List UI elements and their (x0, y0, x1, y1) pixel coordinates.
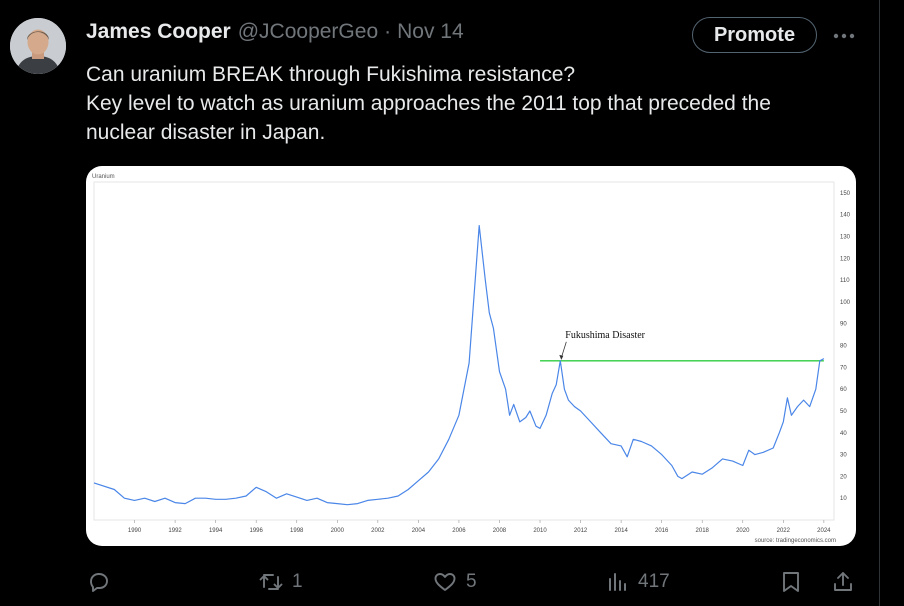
promote-button[interactable]: Promote (692, 17, 817, 53)
author-name[interactable]: James Cooper (86, 20, 231, 43)
x-tick-label: 2012 (574, 528, 588, 534)
y-tick-label: 30 (840, 453, 847, 459)
share-icon[interactable] (831, 570, 855, 594)
tweet-header: James Cooper @JCooperGeo · Nov 14 (86, 20, 464, 46)
chart-image[interactable]: Uranium 10 20 30 40 50 60 70 80 90 100 110 120 130 140… (86, 166, 856, 546)
annotation-arrow (560, 341, 567, 358)
y-tick-label: 10 (840, 496, 847, 502)
x-tick-label: 2010 (533, 528, 547, 534)
uranium-price-line (93, 224, 825, 506)
y-tick-label: 110 (840, 278, 850, 284)
y-tick-label: 60 (840, 387, 847, 393)
x-tick-label: 2018 (696, 528, 710, 534)
like-count: 5 (466, 571, 477, 592)
heart-icon[interactable] (432, 570, 458, 594)
x-tick-label: 2024 (817, 528, 831, 534)
retweet-icon[interactable] (258, 570, 284, 594)
x-tick-label: 1994 (209, 528, 223, 534)
y-tick-label: 20 (840, 474, 847, 480)
views-button[interactable]: 417 (606, 568, 670, 596)
chart-title: Uranium (92, 174, 115, 180)
bookmark-button[interactable] (779, 568, 803, 596)
more-options-icon[interactable] (832, 24, 856, 48)
tweet-text: Can uranium BREAK through Fukishima resi… (86, 60, 866, 147)
retweet-count: 1 (292, 571, 303, 592)
y-tick-label: 120 (840, 256, 851, 262)
tweet-date[interactable]: Nov 14 (397, 20, 464, 43)
y-tick-label: 90 (840, 322, 847, 328)
x-tick-label: 1990 (128, 528, 142, 534)
y-tick-label: 40 (840, 431, 847, 437)
share-button[interactable] (831, 568, 855, 596)
x-tick-label: 2008 (493, 528, 507, 534)
reply-button[interactable] (87, 568, 111, 596)
tweet-text-line: Key level to watch as uranium approaches… (86, 92, 771, 115)
annotation-arrowhead (559, 354, 564, 360)
column-border (879, 0, 880, 606)
chart-source: source: tradingeconomics.com (755, 538, 836, 544)
retweet-button[interactable]: 1 (258, 568, 303, 596)
x-tick-label: 2004 (412, 528, 426, 534)
y-tick-label: 150 (840, 191, 851, 197)
views-icon[interactable] (606, 570, 630, 594)
y-tick-label: 50 (840, 409, 847, 415)
like-button[interactable]: 5 (432, 568, 477, 596)
action-bar: 1 5 417 (0, 568, 879, 596)
author-handle[interactable]: @JCooperGeo (237, 20, 379, 43)
x-tick-label: 1992 (168, 528, 182, 534)
x-tick-label: 2014 (614, 528, 628, 534)
y-tick-label: 80 (840, 344, 847, 350)
y-tick-label: 140 (840, 213, 851, 219)
x-tick-label: 2000 (331, 528, 345, 534)
x-tick-label: 1998 (290, 528, 304, 534)
x-tick-label: 2016 (655, 528, 669, 534)
bookmark-icon[interactable] (779, 570, 803, 594)
y-tick-label: 130 (840, 235, 851, 241)
y-tick-label: 100 (840, 300, 851, 306)
avatar[interactable] (10, 18, 66, 74)
fukushima-annotation: Fukushima Disaster (565, 330, 645, 341)
tweet-text-line: Can uranium BREAK through Fukishima resi… (86, 63, 576, 86)
reply-icon[interactable] (87, 570, 111, 594)
uranium-chart: Uranium 10 20 30 40 50 60 70 80 90 100 110 120 130 140… (92, 174, 851, 544)
plot-area (93, 181, 835, 521)
x-tick-label: 1996 (250, 528, 264, 534)
y-tick-label: 70 (840, 365, 847, 371)
x-tick-label: 2002 (371, 528, 385, 534)
x-tick-label: 2022 (777, 528, 791, 534)
tweet-text-line: nuclear disaster in Japan. (86, 121, 326, 144)
x-tick-label: 2020 (736, 528, 750, 534)
views-count: 417 (638, 571, 670, 592)
x-tick-label: 2006 (452, 528, 466, 534)
separator: · (384, 20, 392, 43)
